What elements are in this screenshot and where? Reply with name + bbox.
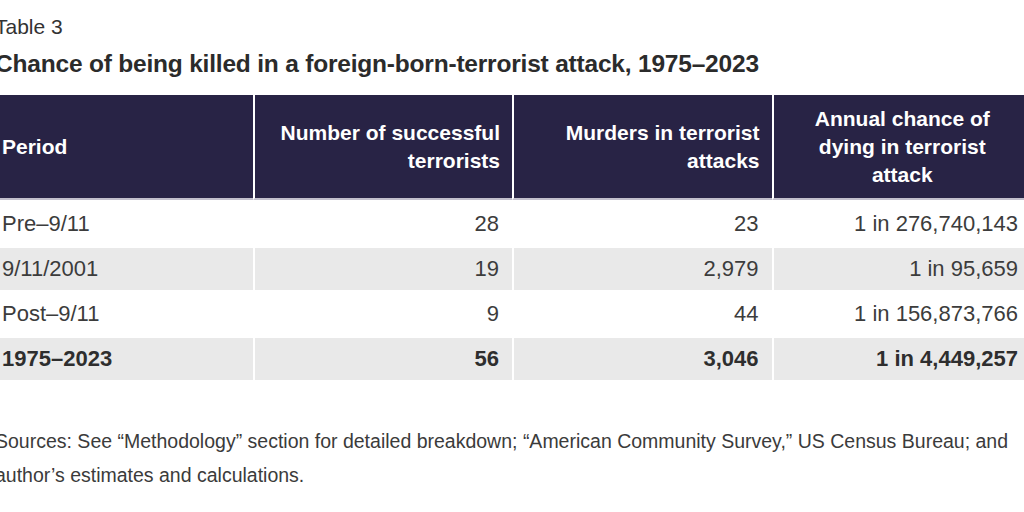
table-label: Table 3	[0, 14, 1024, 40]
header-period: Period	[0, 95, 253, 200]
cell-chance: 1 in 4,449,257	[772, 335, 1024, 380]
cell-murders: 44	[512, 290, 772, 335]
cell-murders: 3,046	[512, 335, 772, 380]
header-chance: Annual chance of dying in terrorist atta…	[772, 95, 1024, 200]
cell-chance: 1 in 156,873,766	[772, 290, 1024, 335]
header-row: Period Number of successful terrorists M…	[0, 95, 1024, 200]
figure-title: Chance of being killed in a foreign-born…	[0, 49, 1024, 79]
cell-murders: 23	[512, 200, 772, 245]
table-figure: Table 3 Chance of being killed in a fore…	[0, 0, 1024, 492]
cell-period: Post–9/11	[0, 290, 253, 335]
cell-period: 9/11/2001	[0, 245, 253, 290]
sources-note: Sources: See “Methodology” section for d…	[0, 424, 1011, 492]
cell-terrorists: 28	[253, 200, 513, 245]
cell-terrorists: 9	[253, 290, 513, 335]
table-total-row: 1975–2023 56 3,046 1 in 4,449,257	[0, 335, 1024, 380]
cell-period: Pre–9/11	[0, 200, 253, 245]
header-murders: Murders in terrorist attacks	[512, 95, 772, 200]
cell-terrorists: 19	[253, 245, 513, 290]
cell-period: 1975–2023	[0, 335, 253, 380]
table-row: 9/11/2001 19 2,979 1 in 95,659	[0, 245, 1024, 290]
cell-chance: 1 in 95,659	[772, 245, 1024, 290]
header-terrorists: Number of successful terrorists	[253, 95, 513, 200]
cell-terrorists: 56	[253, 335, 513, 380]
data-table: Period Number of successful terrorists M…	[0, 95, 1024, 380]
table-row: Pre–9/11 28 23 1 in 276,740,143	[0, 200, 1024, 245]
cell-murders: 2,979	[512, 245, 772, 290]
table-row: Post–9/11 9 44 1 in 156,873,766	[0, 290, 1024, 335]
cell-chance: 1 in 276,740,143	[772, 200, 1024, 245]
